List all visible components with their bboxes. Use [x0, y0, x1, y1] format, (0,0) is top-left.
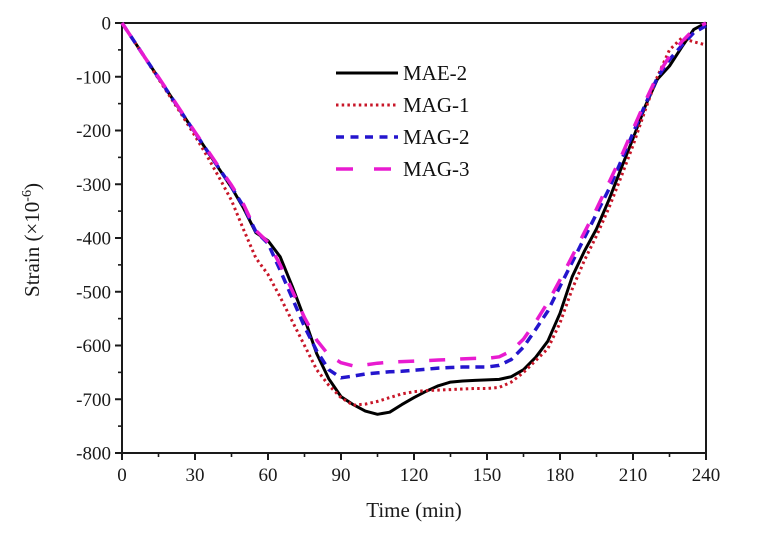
y-tick-label: -400 — [76, 229, 111, 250]
series-curve-mag-1 — [120, 22, 707, 407]
x-tick-label: 90 — [332, 465, 351, 486]
x-tick-label: 240 — [692, 465, 721, 486]
y-tick-label: 0 — [102, 14, 112, 35]
legend-item-mag-1: MAG-1 — [336, 89, 470, 121]
legend-item-mag-2: MAG-2 — [336, 121, 470, 153]
y-axis-title-exponent: -6 — [20, 190, 35, 202]
legend-label: MAE-2 — [403, 60, 468, 85]
x-tick-label: 150 — [473, 465, 502, 486]
legend-swatch-solid-line — [336, 71, 398, 75]
y-tick-label: -700 — [76, 390, 111, 411]
y-tick-label: -300 — [76, 175, 111, 196]
y-tick-label: -500 — [76, 282, 111, 303]
legend-label: MAG-3 — [403, 156, 470, 181]
legend-label: MAG-1 — [403, 92, 470, 117]
x-tick-label: 120 — [400, 465, 429, 486]
series-curve-mag-3 — [120, 21, 707, 368]
y-axis-title-text: Strain (×10 — [20, 201, 44, 297]
y-tick-label: -100 — [76, 67, 111, 88]
x-tick-label: 0 — [117, 465, 127, 486]
y-axis-title: Strain (×10-6) — [20, 115, 46, 365]
x-tick-label: 60 — [259, 465, 278, 486]
legend-swatch-longdash-line — [336, 167, 398, 171]
x-tick-label: 30 — [186, 465, 205, 486]
legend: MAE-2 MAG-1 MAG-2 MAG-3 — [336, 57, 470, 185]
legend-label: MAG-2 — [403, 124, 470, 149]
series-curve-mae-2 — [120, 21, 707, 416]
x-tick-label: 210 — [619, 465, 648, 486]
x-tick-label: 180 — [546, 465, 575, 486]
y-tick-label: -200 — [76, 121, 111, 142]
legend-swatch-dotted-line — [336, 103, 398, 107]
legend-item-mae-2: MAE-2 — [336, 57, 470, 89]
y-tick-label: -600 — [76, 336, 111, 357]
y-axis-title-close: ) — [20, 183, 44, 191]
x-axis-title: Time (min) — [366, 498, 462, 522]
y-tick-label: -800 — [76, 444, 111, 465]
legend-item-mag-3: MAG-3 — [336, 153, 470, 185]
legend-swatch-dashed-line — [336, 135, 398, 139]
